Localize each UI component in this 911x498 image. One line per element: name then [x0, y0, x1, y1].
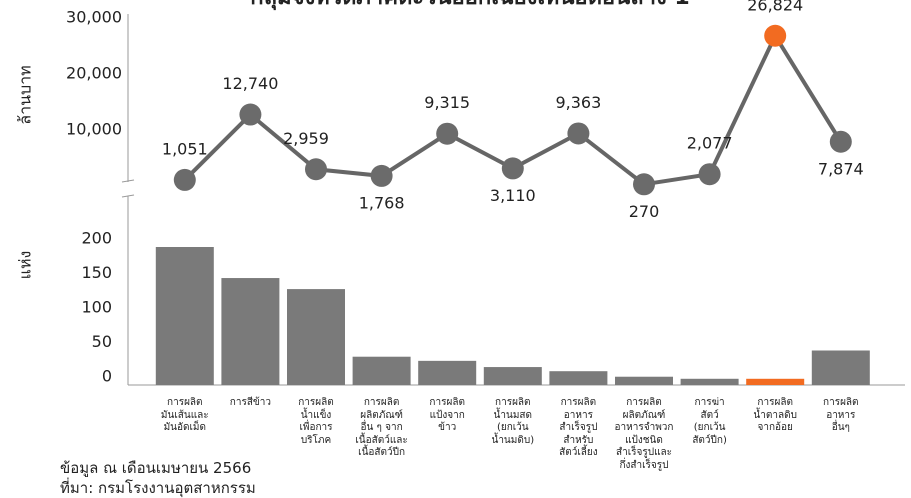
data-label: 26,824	[747, 0, 803, 14]
data-label: 12,740	[222, 74, 278, 93]
bar	[615, 376, 673, 385]
x-tick-label: การผลิต มันเส้นและ มันอัดเม็ด	[160, 397, 209, 433]
y-tick-label: 20,000	[66, 63, 122, 82]
bar	[287, 289, 345, 385]
data-label: 270	[629, 202, 660, 221]
bar	[155, 247, 214, 385]
bar	[549, 371, 608, 385]
chart-title: กลุ่มจังหวัดภาคตะวันออกเฉียงเหนือตอนล่าง…	[250, 0, 689, 11]
bar	[221, 278, 280, 385]
data-label: 9,363	[555, 93, 601, 112]
data-label: 3,110	[490, 186, 536, 205]
bar	[680, 378, 739, 385]
y-tick-label: 30,000	[66, 8, 122, 27]
y-tick-label: 50	[92, 332, 112, 351]
x-tick-label: การผลิต อาหาร อื่นๆ	[823, 397, 859, 433]
y-tick-label: 150	[81, 263, 112, 282]
data-label: 2,959	[283, 129, 329, 148]
y-axis-title: ล้านบาท	[16, 65, 35, 124]
data-label: 7,874	[818, 159, 864, 178]
point	[633, 173, 655, 196]
point	[370, 164, 393, 187]
x-tick-label: การผลิต ผลิตภัณฑ์ อื่น ๆ จาก เนื้อสัตว์แ…	[355, 397, 408, 458]
footnote: ข้อมูล ณ เดือนเมษายน 2566	[60, 459, 252, 477]
point	[764, 24, 787, 47]
point	[305, 158, 327, 181]
y-tick-label: 100	[81, 298, 112, 317]
y-tick-label: 10,000	[66, 119, 122, 138]
y-tick-label: 200	[81, 229, 112, 248]
data-label: 9,315	[424, 93, 470, 112]
point	[698, 163, 721, 186]
y-axis-title: แห่ง	[16, 251, 35, 280]
point	[436, 122, 459, 145]
data-label: 2,077	[687, 134, 733, 153]
x-tick-label: การผลิต น้ำแข็ง เพื่อการ บริโภค	[298, 397, 334, 446]
bar	[811, 350, 870, 385]
x-tick-label: การผลิต อาหาร สำเร็จรูป สำหรับ สัตว์เลี้…	[559, 397, 598, 458]
data-label: 1,051	[162, 139, 208, 158]
point	[829, 130, 852, 153]
bar	[352, 356, 411, 385]
bar	[418, 360, 477, 385]
bar	[483, 367, 542, 385]
point	[239, 103, 262, 126]
x-tick-label: การผลิต แป้งจาก ข้าว	[429, 397, 465, 433]
point	[567, 122, 590, 145]
y-tick-label: 0	[102, 367, 112, 386]
footnote: ที่มา: กรมโรงงานอุตสาหกรรม	[60, 479, 256, 497]
point	[501, 157, 524, 180]
bar	[746, 378, 805, 385]
point	[173, 168, 196, 191]
x-tick-label: การผลิต น้ำตาลดิบ จากอ้อย	[753, 397, 797, 433]
x-tick-label: การฆ่า สัตว์ (ยกเว้น สัตว์ปีก)	[692, 397, 727, 446]
x-tick-label: การสีข้าว	[229, 397, 271, 408]
x-tick-label: การผลิต ผลิตภัณฑ์ อาหารจำพวก แป้งชนิด สำ…	[614, 397, 674, 471]
data-label: 1,768	[359, 193, 405, 212]
axis-break	[121, 179, 135, 183]
x-tick-label: การผลิต น้ำนมสด (ยกเว้น น้ำนมดิบ)	[491, 397, 535, 446]
